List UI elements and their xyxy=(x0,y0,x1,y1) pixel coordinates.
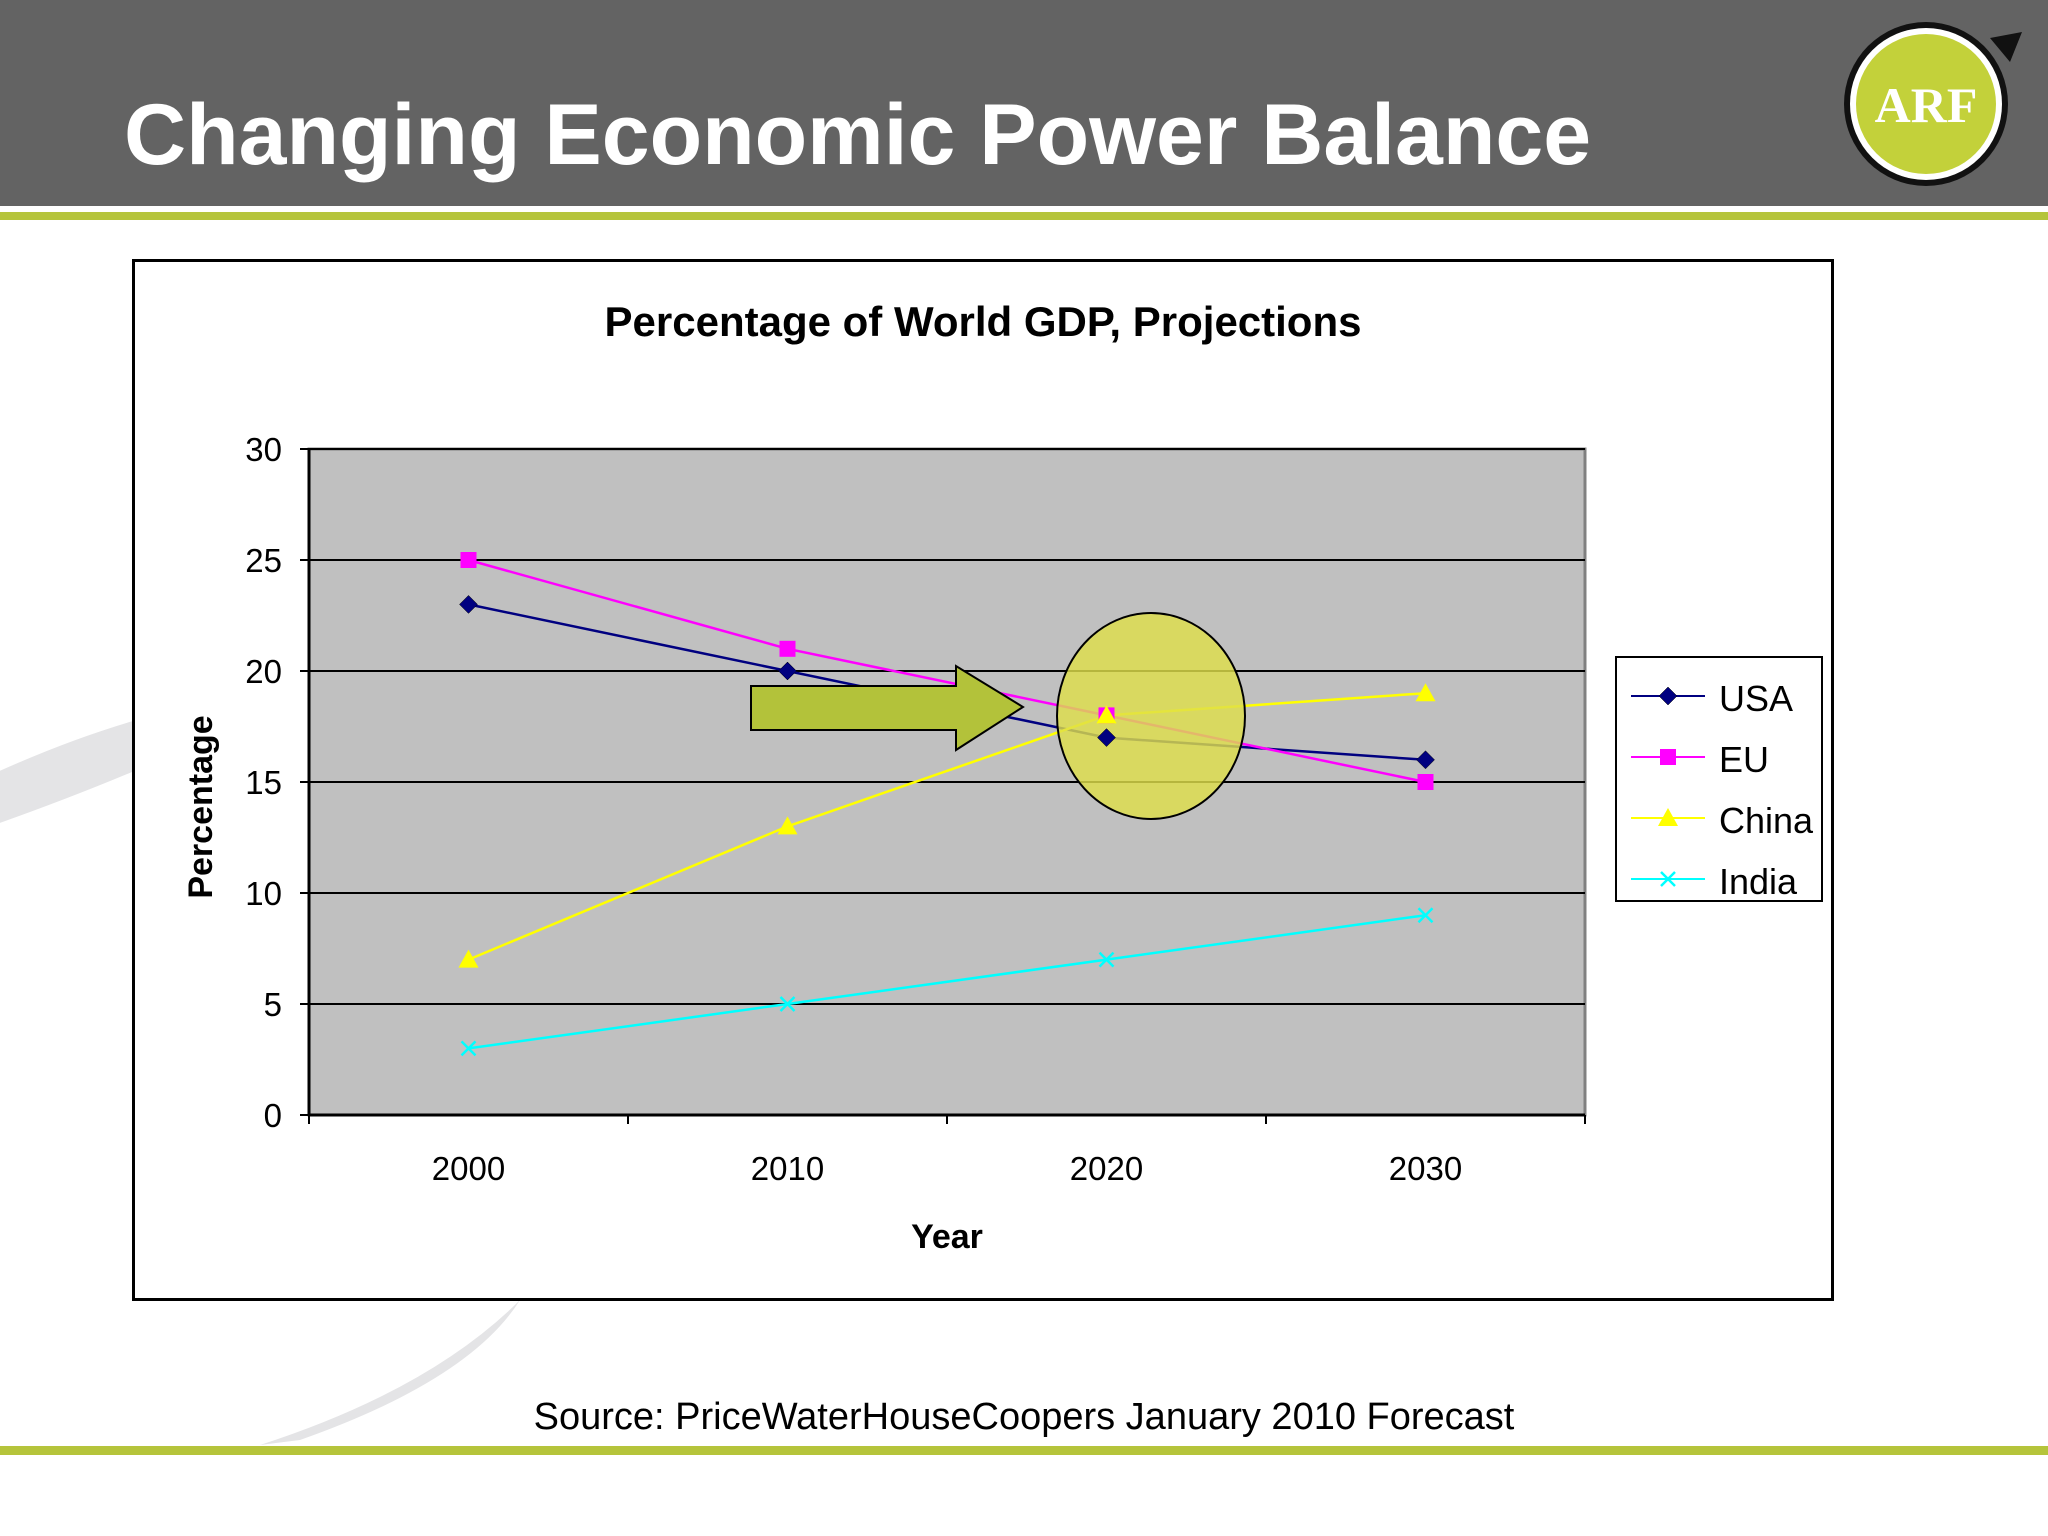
y-axis-label: Percentage xyxy=(182,715,220,898)
legend-marker-shape xyxy=(1660,871,1676,887)
legend-label-usa: USA xyxy=(1719,678,1794,719)
legend-item-india: India xyxy=(1629,859,1819,902)
highlight-ellipse xyxy=(1056,612,1246,820)
legend-item-usa: USA xyxy=(1629,676,1819,719)
y-tick-label: 10 xyxy=(245,875,282,912)
logo-speech-tail xyxy=(1990,32,2022,62)
x-axis-label: Year xyxy=(911,1218,983,1256)
chart-legend: USA EU China India xyxy=(1615,656,1823,902)
data-point-eu xyxy=(1417,774,1434,790)
y-tick-label: 20 xyxy=(245,653,282,690)
slide-title: Changing Economic Power Balance xyxy=(124,87,1592,183)
series-lines xyxy=(468,558,1426,1050)
legend-marker-shape xyxy=(1660,749,1676,765)
chart-title: Percentage of World GDP, Projections xyxy=(604,298,1362,345)
legend-label-india: India xyxy=(1719,861,1798,902)
data-point-india xyxy=(1098,951,1115,968)
legend-label-eu: EU xyxy=(1719,739,1770,780)
y-tick-label: 25 xyxy=(245,542,282,579)
y-tick-label: 5 xyxy=(264,986,282,1023)
header-accent-rule xyxy=(0,212,2048,220)
logo-text: ARF xyxy=(1875,77,1978,133)
legend-swatch-india xyxy=(1631,871,1705,887)
y-tick-label: 0 xyxy=(264,1097,282,1134)
data-point-eu xyxy=(779,640,796,657)
x-tick-label: 2030 xyxy=(1389,1150,1462,1187)
footer-accent-rule xyxy=(0,1446,2048,1455)
arf-logo: ARF xyxy=(1844,22,2022,186)
logo-fill xyxy=(1856,34,1996,174)
data-point-india xyxy=(779,996,796,1012)
gridlines xyxy=(309,448,1585,1005)
data-point-usa xyxy=(1097,728,1116,747)
data-point-india xyxy=(460,1040,477,1057)
header-bar xyxy=(0,0,2048,206)
x-tick-label: 2000 xyxy=(432,1150,505,1187)
x-tick-label: 2010 xyxy=(751,1150,824,1187)
legend-swatch-eu xyxy=(1631,749,1705,765)
legend-swatch-usa xyxy=(1631,686,1705,706)
data-point-usa xyxy=(1416,750,1435,770)
marker-stroke xyxy=(460,1040,477,1057)
callout-arrow-icon xyxy=(750,664,1025,752)
data-point-china xyxy=(777,816,798,835)
data-point-china xyxy=(1096,705,1117,724)
marker-stroke xyxy=(1417,907,1434,924)
legend-item-china: China xyxy=(1629,798,1819,841)
axes: 0 5 10 15 20 25 30 2000 2010 2020 2030 xyxy=(245,431,1586,1187)
data-point-usa xyxy=(459,595,478,614)
marker-stroke xyxy=(1660,871,1676,887)
legend-marker xyxy=(1660,749,1676,765)
legend-label-china: China xyxy=(1719,800,1814,841)
x-tick-label: 2020 xyxy=(1070,1150,1143,1187)
legend-marker-shape xyxy=(1658,686,1678,706)
data-point-india xyxy=(1417,907,1434,924)
series-line-india xyxy=(468,913,1426,1050)
legend-swatch-china xyxy=(1631,808,1705,826)
marker-stroke xyxy=(1098,951,1115,968)
data-point-eu xyxy=(460,552,477,568)
series-line-eu xyxy=(468,558,1426,784)
marker-stroke xyxy=(779,996,796,1012)
series-line-china xyxy=(468,691,1426,961)
data-point-china xyxy=(1415,683,1436,702)
legend-item-eu: EU xyxy=(1629,737,1819,780)
series-markers xyxy=(458,552,1436,1057)
data-point-china xyxy=(458,949,479,968)
legend-marker xyxy=(1660,871,1676,887)
y-tick-label: 30 xyxy=(245,431,282,468)
legend-marker-shape xyxy=(1658,808,1678,826)
legend-marker xyxy=(1658,808,1678,826)
data-point-usa xyxy=(778,661,797,681)
y-tick-label: 15 xyxy=(245,764,282,801)
annotations xyxy=(750,612,1246,820)
source-caption: Source: PriceWaterHouseCoopers January 2… xyxy=(533,1396,1515,1438)
legend-marker xyxy=(1658,686,1678,706)
